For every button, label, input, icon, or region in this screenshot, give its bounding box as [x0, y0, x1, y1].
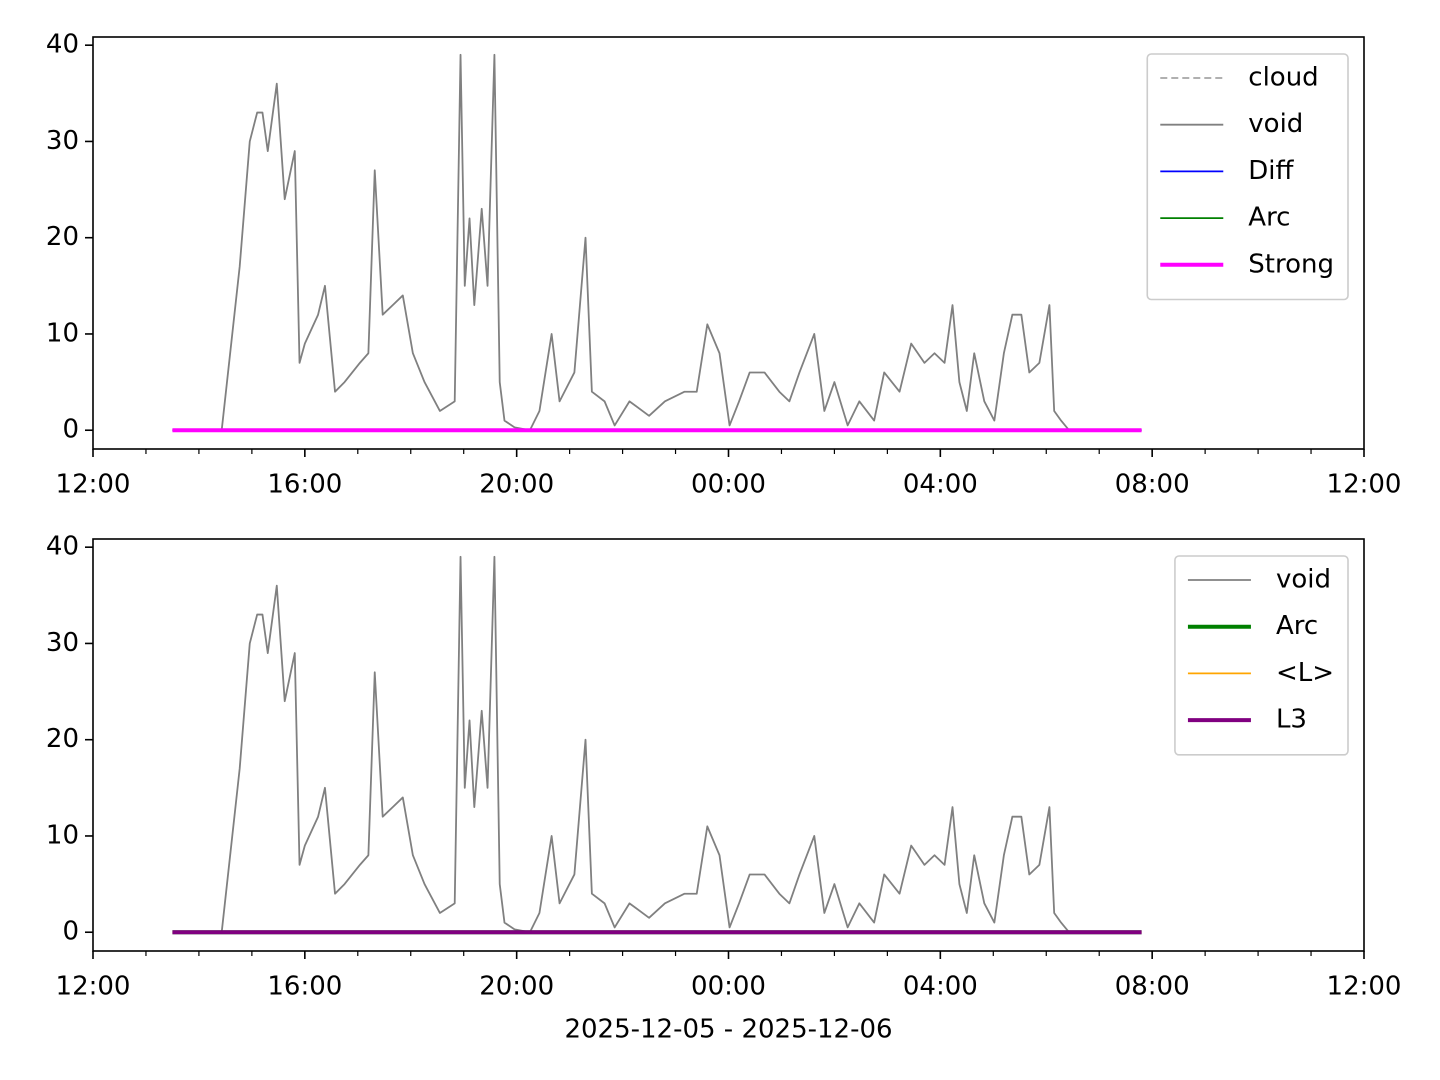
- legend-label: Strong: [1248, 249, 1334, 279]
- x-tick-label: 00:00: [691, 972, 766, 1002]
- x-tick-label: 16:00: [267, 470, 342, 500]
- y-tick-label: 0: [62, 415, 79, 445]
- legend-frame: [1146, 53, 1349, 301]
- axes-frame: [92, 538, 1365, 952]
- y-tick-label: 40: [46, 30, 79, 60]
- y-tick-label: 0: [62, 917, 79, 947]
- series-line: [220, 555, 1070, 934]
- x-tick-label: 20:00: [479, 470, 554, 500]
- x-tick-label: 00:00: [691, 470, 766, 500]
- legend-label: L3: [1276, 705, 1307, 735]
- x-tick-label: 12:00: [56, 470, 131, 500]
- legend-label: void: [1276, 565, 1331, 595]
- x-tick-label: 04:00: [903, 470, 978, 500]
- axes: 12:00 16:00 20:00 00:00 04:00 08:00 12:00 0 10 20…: [46, 532, 1402, 1045]
- legend-label: <L>: [1276, 658, 1334, 688]
- x-tick-label: 12:00: [1327, 972, 1402, 1002]
- x-tick-label: 16:00: [267, 972, 342, 1002]
- x-tick-label: 12:00: [56, 972, 131, 1002]
- legend-label: void: [1248, 109, 1303, 139]
- x-tick-label: 20:00: [479, 972, 554, 1002]
- legend-label: Diff: [1248, 156, 1294, 186]
- x-axis-label: 2025-12-05 - 2025-12-06: [564, 1015, 892, 1045]
- x-tick-label: 12:00: [1327, 470, 1402, 500]
- axes: 12:00 16:00 20:00 00:00 04:00 08:00 12:00 0 10 20…: [46, 30, 1402, 500]
- y-tick-label: 10: [46, 318, 79, 348]
- x-tick-label: 04:00: [903, 972, 978, 1002]
- y-tick-label: 30: [46, 628, 79, 658]
- y-tick-label: 30: [46, 126, 79, 156]
- legend: cloud void Diff Arc Strong: [1146, 53, 1349, 301]
- legend-label: cloud: [1248, 63, 1318, 93]
- legend-frame: [1174, 555, 1349, 756]
- x-tick-label: 08:00: [1115, 972, 1190, 1002]
- x-tick-label: 08:00: [1115, 470, 1190, 500]
- y-tick-label: 10: [46, 820, 79, 850]
- y-tick-label: 40: [46, 532, 79, 562]
- legend-label: Arc: [1248, 203, 1290, 233]
- legend: void Arc <L> L3: [1174, 555, 1349, 756]
- series-line: [220, 53, 1070, 432]
- legend-label: Arc: [1276, 611, 1318, 641]
- y-tick-label: 20: [46, 222, 79, 252]
- y-tick-label: 20: [46, 724, 79, 754]
